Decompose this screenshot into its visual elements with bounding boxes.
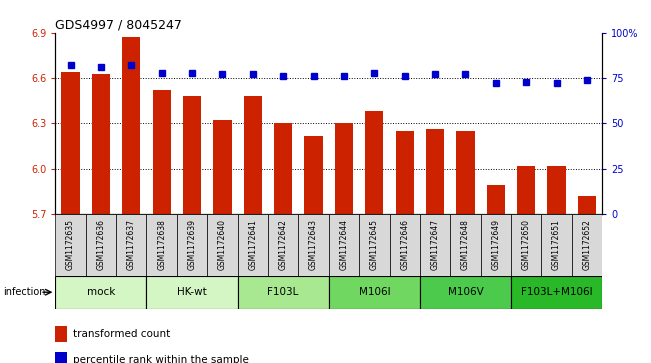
Text: GSM1172645: GSM1172645 [370, 219, 379, 270]
Text: GSM1172640: GSM1172640 [218, 219, 227, 270]
Text: GSM1172646: GSM1172646 [400, 219, 409, 270]
Bar [335, 123, 353, 214]
Text: M106V: M106V [448, 287, 483, 297]
Bar [86, 214, 116, 276]
Text: mock: mock [87, 287, 115, 297]
Text: percentile rank within the sample: percentile rank within the sample [73, 355, 249, 363]
Bar [177, 214, 207, 276]
Text: F103L+M106I: F103L+M106I [521, 287, 592, 297]
Bar [511, 276, 602, 309]
Bar [329, 276, 420, 309]
Bar [122, 37, 141, 214]
Bar [450, 214, 480, 276]
Bar [207, 214, 238, 276]
Bar [214, 121, 232, 214]
Bar [420, 214, 450, 276]
Text: GSM1172636: GSM1172636 [96, 219, 105, 270]
Bar [517, 166, 535, 214]
Text: GSM1172639: GSM1172639 [187, 219, 197, 270]
Bar [146, 276, 238, 309]
Bar [238, 214, 268, 276]
Text: infection: infection [3, 287, 46, 297]
Bar [274, 123, 292, 214]
Text: GSM1172641: GSM1172641 [248, 219, 257, 270]
Bar [365, 111, 383, 214]
Text: HK-wt: HK-wt [177, 287, 207, 297]
Text: GSM1172644: GSM1172644 [339, 219, 348, 270]
Bar [243, 96, 262, 214]
Bar [480, 214, 511, 276]
Text: GSM1172650: GSM1172650 [521, 219, 531, 270]
Bar [146, 214, 177, 276]
Text: transformed count: transformed count [73, 329, 170, 339]
Bar [389, 214, 420, 276]
Bar [359, 214, 389, 276]
Text: GSM1172643: GSM1172643 [309, 219, 318, 270]
Bar [55, 214, 86, 276]
Text: GSM1172637: GSM1172637 [127, 219, 136, 270]
Bar [578, 196, 596, 214]
Text: GSM1172635: GSM1172635 [66, 219, 75, 270]
Bar [456, 131, 475, 214]
Bar [116, 214, 146, 276]
Bar [420, 276, 511, 309]
Bar [183, 96, 201, 214]
Bar [55, 352, 67, 363]
Text: F103L: F103L [268, 287, 299, 297]
Text: GSM1172649: GSM1172649 [492, 219, 501, 270]
Bar [542, 214, 572, 276]
Text: GSM1172642: GSM1172642 [279, 219, 288, 270]
Bar [487, 185, 505, 214]
Bar [305, 135, 323, 214]
Bar [547, 166, 566, 214]
Text: GDS4997 / 8045247: GDS4997 / 8045247 [55, 18, 182, 31]
Bar [55, 326, 67, 342]
Text: M106I: M106I [359, 287, 390, 297]
Bar [572, 214, 602, 276]
Bar [92, 74, 110, 214]
Bar [511, 214, 542, 276]
Bar [238, 276, 329, 309]
Bar [426, 130, 444, 214]
Bar [152, 90, 171, 214]
Text: GSM1172647: GSM1172647 [430, 219, 439, 270]
Text: GSM1172638: GSM1172638 [157, 219, 166, 270]
Text: GSM1172648: GSM1172648 [461, 219, 470, 270]
Bar [61, 72, 79, 214]
Bar [329, 214, 359, 276]
Text: GSM1172652: GSM1172652 [583, 219, 592, 270]
Text: GSM1172651: GSM1172651 [552, 219, 561, 270]
Bar [298, 214, 329, 276]
Bar [55, 276, 146, 309]
Bar [396, 131, 414, 214]
Bar [268, 214, 298, 276]
